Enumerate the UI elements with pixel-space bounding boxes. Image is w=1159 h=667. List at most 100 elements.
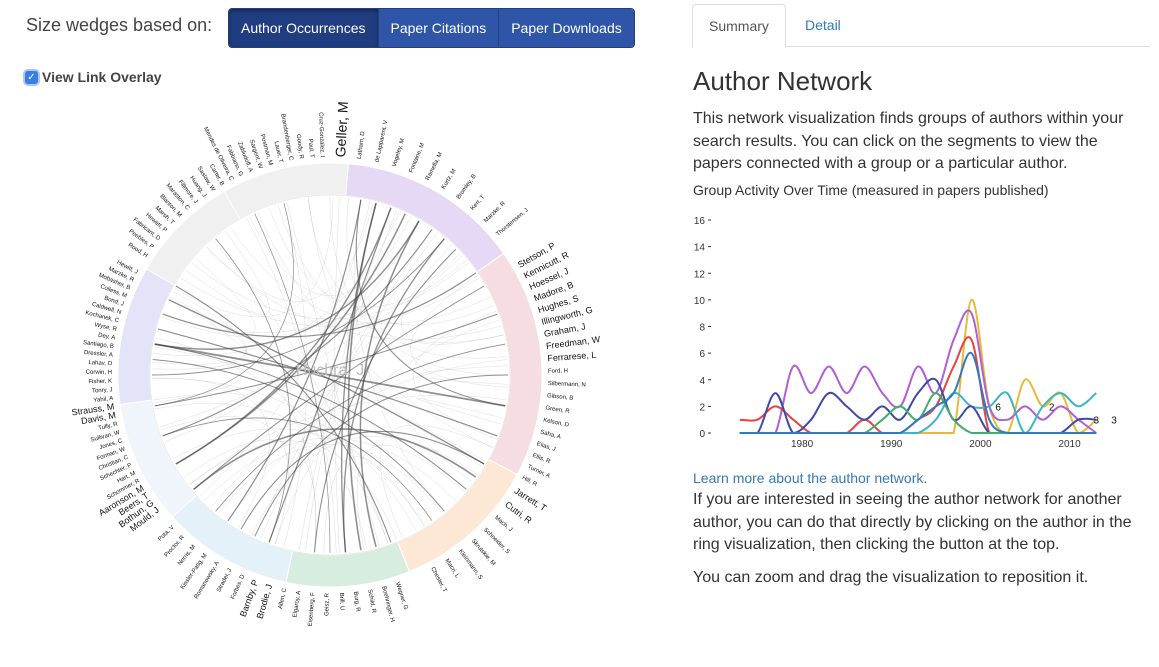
network-link <box>346 197 508 359</box>
author-label[interactable]: Thorstensen, J <box>495 208 529 238</box>
ring-wedge[interactable] <box>345 163 505 273</box>
network-link <box>254 213 331 554</box>
author-label[interactable]: Turner, A <box>526 464 550 480</box>
ring-wedge[interactable] <box>145 190 241 286</box>
chart-annotations: 6 2 3 3 <box>995 402 1117 426</box>
author-label[interactable]: Santiago, B <box>83 340 115 350</box>
network-link <box>277 204 504 343</box>
author-label[interactable]: Mach, J <box>493 515 513 533</box>
author-label[interactable]: Cruz-Gonzalez, I <box>317 112 325 158</box>
author-label[interactable]: Burg, R <box>352 591 360 613</box>
paper-citations-button[interactable]: Paper Citations <box>378 9 500 47</box>
network-link <box>206 202 374 302</box>
data-label: 6 <box>995 402 1001 413</box>
author-label[interactable]: Vogeley, M <box>392 138 406 168</box>
network-link <box>248 216 412 296</box>
author-label[interactable]: Green, R <box>545 405 571 415</box>
sizing-button-group: Author Occurrences Paper Citations Paper… <box>228 8 635 48</box>
network-link <box>153 392 245 442</box>
author-label[interactable]: Schild, R <box>366 589 376 614</box>
author-network-ring[interactable]: Geller, M Latham, D de Lapparent, V Vogeley… <box>40 90 640 660</box>
author-label[interactable]: Latham, D <box>357 131 367 160</box>
author-label[interactable]: Ramella, M <box>425 152 444 182</box>
network-link <box>154 313 498 407</box>
ring-wedge[interactable] <box>171 494 294 583</box>
author-label[interactable]: Elgaroy, A <box>292 590 302 617</box>
author-label[interactable]: Ellis, R <box>531 453 551 466</box>
author-label[interactable]: Boehringer, H <box>380 586 395 623</box>
author-label[interactable]: Wegner, G <box>394 582 409 611</box>
author-label[interactable]: Eisenberg, F <box>308 592 317 627</box>
network-link <box>189 395 507 485</box>
author-label[interactable]: Lahav, O <box>88 360 113 367</box>
author-label[interactable]: Brill, U <box>338 593 345 611</box>
author-label[interactable]: Kurtz, M <box>441 168 458 190</box>
view-link-overlay-toggle[interactable]: ✓ View Link Overlay <box>25 69 162 85</box>
author-label[interactable]: Tonry, J <box>92 387 113 394</box>
network-link <box>227 199 362 522</box>
author-label[interactable]: Yahil, A <box>93 396 113 404</box>
size-wedges-label: Size wedges based on: <box>26 15 213 35</box>
author-label[interactable]: Chester, T <box>429 566 447 593</box>
author-label[interactable]: Saha, A <box>540 429 562 440</box>
author-label[interactable]: Ferrarese, L <box>547 350 597 364</box>
author-label[interactable]: Tully, R <box>98 421 119 431</box>
author-label[interactable]: Norris, M <box>177 544 197 567</box>
author-label[interactable]: Gibson, B <box>547 393 574 401</box>
chart-series <box>739 298 1097 435</box>
ring-wedges[interactable] <box>117 162 543 588</box>
author-label[interactable]: Ford, H <box>548 368 568 374</box>
tab-detail[interactable]: Detail <box>805 17 841 33</box>
author-label[interactable]: Skrutskie, M <box>470 538 496 567</box>
author-label[interactable]: Wyse, R <box>94 322 118 333</box>
network-link <box>418 365 508 385</box>
author-label[interactable]: Pota, V <box>157 525 175 543</box>
author-label[interactable]: Silbermann, N <box>548 381 586 388</box>
network-link <box>175 285 392 543</box>
ring-wedge[interactable] <box>285 541 411 588</box>
author-label[interactable]: de Lapparent, V <box>374 120 389 163</box>
network-link <box>203 437 457 502</box>
network-link <box>172 428 425 527</box>
paper-downloads-button[interactable]: Paper Downloads <box>499 9 634 47</box>
network-link <box>159 253 461 428</box>
author-label[interactable]: Elias, J <box>536 441 556 453</box>
network-link <box>313 248 457 553</box>
author-label[interactable]: Fontaine, M <box>409 142 426 174</box>
author-label[interactable]: Marzke, R <box>483 200 507 224</box>
series-line <box>739 309 1097 434</box>
author-label[interactable]: Kerr, T <box>470 194 486 212</box>
intro-text: This network visualization finds groups … <box>693 110 1124 172</box>
author-label[interactable]: Kleinmann, S <box>457 549 483 581</box>
author-label[interactable]: Fisher, K <box>88 379 112 386</box>
author-label[interactable]: Dey, A <box>98 333 116 342</box>
network-link <box>213 240 389 544</box>
learn-more-link[interactable]: Learn more about the author network. <box>693 470 928 486</box>
tab-bar: Summary Detail <box>692 4 1150 48</box>
checkbox-icon[interactable]: ✓ <box>25 70 38 84</box>
author-label[interactable]: Hill, R <box>521 475 539 488</box>
chart-title: Group Activity Over Time (measured in pa… <box>693 182 1049 198</box>
author-label[interactable]: Dressler, A <box>84 350 113 359</box>
author-label[interactable]: Kelson, D <box>543 418 570 429</box>
author-label[interactable]: Paul, T <box>307 139 315 159</box>
author-label[interactable]: Strader, J <box>216 568 233 594</box>
network-link <box>154 202 294 407</box>
view-link-overlay-label: View Link Overlay <box>42 69 162 85</box>
author-label[interactable]: Allen, C <box>278 587 288 609</box>
author-label[interactable]: Lauer, T <box>273 141 284 164</box>
tab-summary[interactable]: Summary <box>692 4 786 48</box>
author-label[interactable]: Bromley, B <box>456 174 478 201</box>
network-link <box>254 229 433 537</box>
data-label: 3 <box>1111 416 1117 427</box>
author-label[interactable]: Geisz, R <box>324 592 330 616</box>
network-link <box>175 207 392 465</box>
network-link <box>240 431 485 530</box>
author-label[interactable]: Goody, R <box>295 134 304 160</box>
panel-title: Author Network <box>693 66 873 96</box>
author-occurrences-button[interactable]: Author Occurrences <box>229 9 379 47</box>
author-label[interactable]: Geller, M <box>332 101 351 158</box>
author-label[interactable]: Corwin, H <box>86 370 112 376</box>
series-line <box>739 391 1097 435</box>
author-label[interactable]: Macri, L <box>443 558 460 580</box>
